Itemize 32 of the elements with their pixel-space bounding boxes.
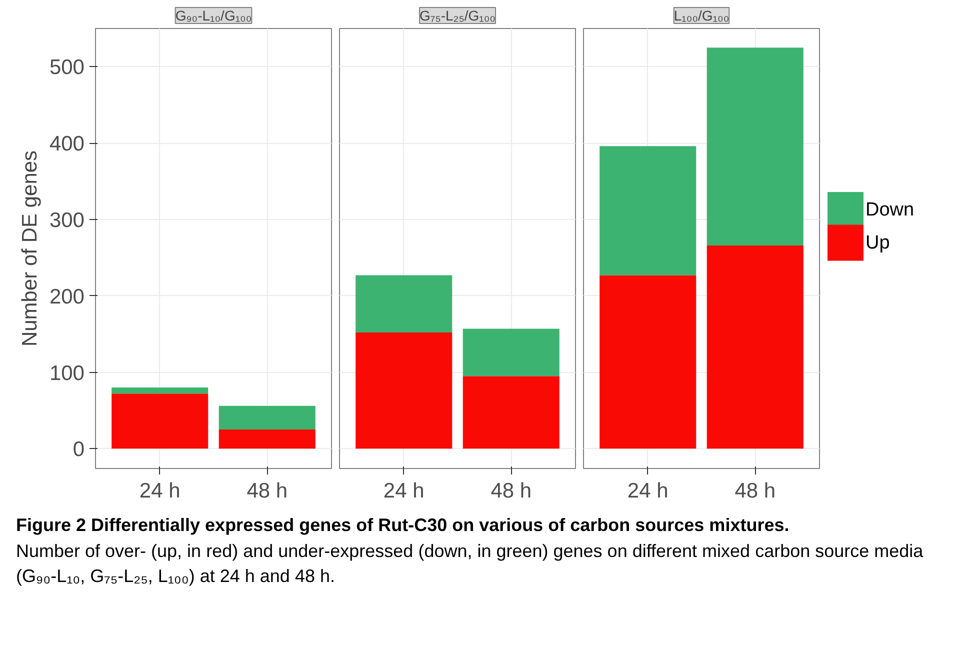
x-tick-label: 48 h bbox=[734, 480, 776, 502]
bar bbox=[706, 245, 804, 449]
bar bbox=[356, 275, 452, 333]
y-tick-label: 200 bbox=[49, 285, 85, 308]
bar bbox=[218, 430, 316, 449]
bar bbox=[706, 48, 804, 246]
chart-title: L₁₀₀/G₁₀₀ bbox=[674, 8, 730, 24]
y-tick-label: 300 bbox=[49, 208, 85, 232]
legend-label: Up bbox=[866, 232, 890, 254]
y-tick-label: 500 bbox=[49, 56, 85, 80]
legend-label: Down bbox=[866, 199, 914, 220]
bar bbox=[600, 275, 696, 449]
caption: Figure 2 Differentially expressed genes of Rut-C30 on various of carbon sources mixtures. bbox=[16, 514, 790, 537]
x-tick-label: 48 h bbox=[246, 480, 288, 502]
x-tick-label: 24 h bbox=[139, 480, 180, 502]
bar bbox=[356, 332, 452, 449]
bar bbox=[600, 146, 696, 276]
chart-title: G₉₀-L₁₀/G₁₀₀ bbox=[175, 8, 252, 24]
bar bbox=[462, 376, 560, 449]
y-tick-label: 100 bbox=[49, 362, 85, 385]
bar bbox=[218, 406, 316, 430]
y-axis-title: Number of DE genes bbox=[18, 150, 42, 347]
text: Number of over- (up, in red) and under-expressed (down, in green) genes on different mixed carbon source media (G₉₀-L₁₀, G₇₅-L₂₅, L₁₀₀) at 24 h and 48 h. bbox=[16, 540, 924, 588]
x-tick-label: 48 h bbox=[490, 480, 532, 502]
x-tick-label: 24 h bbox=[627, 480, 668, 502]
x-tick-label: 24 h bbox=[383, 480, 424, 502]
bar bbox=[112, 388, 208, 394]
bar bbox=[462, 328, 560, 376]
chart-title: G₇₅-L₂₅/G₁₀₀ bbox=[420, 8, 496, 24]
bar bbox=[112, 394, 208, 449]
y-tick-label: 400 bbox=[49, 132, 85, 156]
y-tick-label: 0 bbox=[72, 438, 85, 462]
